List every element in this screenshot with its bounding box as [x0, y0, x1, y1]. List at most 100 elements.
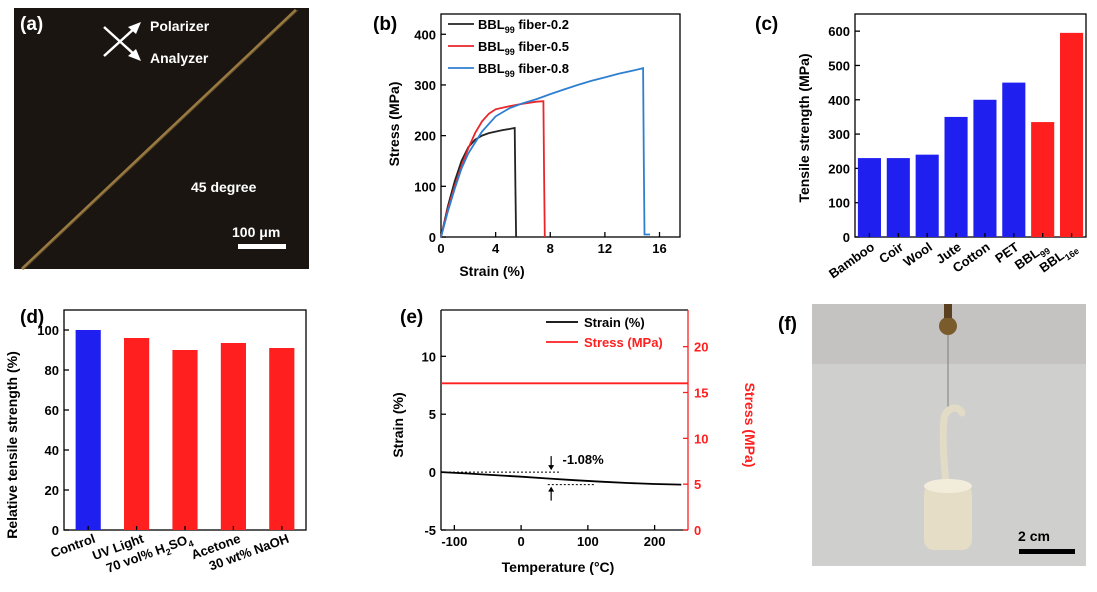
panel-f: (f) 2 cm [778, 304, 1086, 566]
legend-label: Strain (%) [584, 315, 645, 330]
x-tick-label: 12 [598, 241, 612, 256]
panel-b-label: (b) [373, 14, 397, 35]
y-tick-label: 500 [828, 58, 850, 73]
y2-axis-title: Stress (MPa) [742, 383, 758, 468]
y-tick-label: 100 [828, 196, 850, 211]
legend-label: BBL99 fiber-0.8 [478, 61, 569, 79]
weight-top [924, 479, 972, 493]
y-tick-label: 200 [414, 129, 436, 144]
series-line [440, 100, 546, 238]
y-tick-label: 80 [45, 363, 59, 378]
bar [1002, 82, 1026, 237]
clip-top [944, 304, 952, 318]
weight-sample [924, 484, 972, 550]
y-tick-label: 5 [429, 407, 436, 422]
y-tick-label: 20 [45, 483, 59, 498]
legend-label: Stress (MPa) [584, 335, 663, 350]
x-axis-title: Temperature (°C) [502, 559, 615, 575]
bar [944, 116, 968, 237]
scalebar-label: 100 μm [232, 224, 280, 240]
y2-tick-label: 15 [694, 386, 708, 401]
y-tick-label: 0 [429, 465, 436, 480]
fiber-hook [939, 404, 966, 489]
x-tick-label: 0 [517, 534, 524, 549]
x-tick-label: 8 [547, 241, 554, 256]
x-tick-label: 16 [652, 241, 666, 256]
y2-tick-label: 10 [694, 431, 708, 446]
x-tick-label: Wool [900, 239, 934, 269]
y-tick-label: -5 [424, 523, 436, 538]
y-tick-label: 100 [414, 179, 436, 194]
legend-label: BBL99 fiber-0.2 [478, 17, 569, 35]
bar [124, 338, 150, 530]
plot-area-b: 0 4 8 12 16 0 100 200 300 400 BBL99 fiber-0.2 BBL99… [414, 13, 681, 256]
x-tick-label: 100 [577, 534, 599, 549]
y2-tick-label: 20 [694, 340, 708, 355]
series-line [440, 471, 682, 486]
series-line [440, 126, 517, 238]
y-axis-title: Tensile strength (MPa) [796, 53, 812, 202]
y-tick-label: 10 [422, 349, 436, 364]
bar [1031, 122, 1055, 237]
bar [269, 348, 295, 530]
x-tick-label: BBL16e [1036, 239, 1081, 278]
x-axis-title: Strain (%) [459, 263, 524, 279]
bar [220, 343, 246, 530]
x-tick-label: -100 [441, 534, 467, 549]
y-tick-label: 0 [843, 230, 850, 245]
y2-tick-label: 5 [694, 477, 701, 492]
x-tick-label: 4 [492, 241, 500, 256]
x-tick-label: 200 [644, 534, 666, 549]
plot-area-c: 0100200300400500600BambooCoirWoolJuteCot… [826, 13, 1087, 281]
x-tick-label: 0 [437, 241, 444, 256]
x-tick-label: Bamboo [826, 239, 877, 281]
y-tick-label: 300 [414, 78, 436, 93]
bar [973, 99, 997, 238]
hanging-clip-icon [939, 317, 957, 335]
scalebar [238, 244, 286, 249]
y-tick-label: 0 [429, 230, 436, 245]
annotation-label: -1.08% [562, 452, 604, 467]
angle-label: 45 degree [191, 179, 257, 195]
down-arrowhead-icon [548, 465, 555, 471]
plot-frame [854, 13, 1087, 238]
y-tick-label: 40 [45, 443, 59, 458]
panel-c-label: (c) [755, 14, 778, 35]
bar [1060, 32, 1084, 237]
panel-c: (c) 0100200300400500600BambooCoirWoolJut… [755, 13, 1087, 281]
analyzer-label: Analyzer [150, 50, 209, 66]
polarizer-label: Polarizer [150, 18, 210, 34]
plot-frame [440, 13, 681, 238]
y-axis-title: Stress (MPa) [386, 82, 402, 167]
bar [172, 350, 198, 530]
series-line [440, 67, 650, 238]
y-tick-label: 60 [45, 403, 59, 418]
y-axis-title: Strain (%) [390, 392, 406, 457]
y2-tick-label: 0 [694, 523, 701, 538]
panel-a-label: (a) [20, 14, 43, 35]
y-axis-title: Relative tensile strength (%) [4, 351, 20, 539]
bar [857, 158, 881, 237]
fiber-edge [23, 9, 299, 270]
panel-e-label: (e) [400, 307, 423, 328]
y-tick-label: 400 [414, 27, 436, 42]
x-tick-label: Coir [876, 239, 906, 266]
y-tick-label: 300 [828, 127, 850, 142]
y-tick-label: 600 [828, 24, 850, 39]
y-tick-label: 100 [37, 323, 59, 338]
photo-scalebar-label: 2 cm [1018, 528, 1050, 544]
panel-a: (a) Polarizer Analyzer 45 degree 100 μm [14, 8, 309, 271]
panel-d-label: (d) [20, 307, 44, 328]
photo-scalebar [1019, 549, 1075, 554]
crossed-arrows-icon [103, 22, 141, 61]
panel-f-label: (f) [778, 314, 797, 335]
y-tick-label: 400 [828, 93, 850, 108]
fiber-image [20, 8, 298, 271]
bar [75, 330, 101, 530]
legend-label: BBL99 fiber-0.5 [478, 39, 569, 57]
